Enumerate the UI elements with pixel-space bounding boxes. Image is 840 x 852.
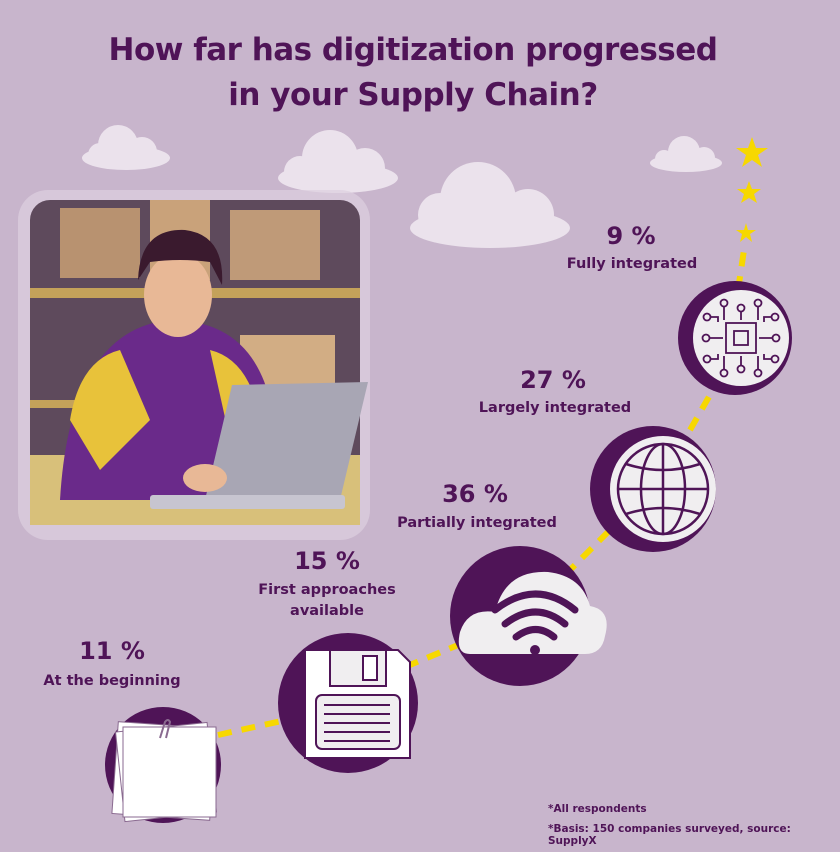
step-5-marker	[678, 281, 792, 395]
step-2-marker	[278, 633, 418, 773]
step-4-marker	[590, 426, 716, 552]
cloud-icon	[410, 162, 570, 248]
cloud-wifi-icon	[458, 571, 607, 655]
progress-path	[217, 249, 747, 738]
star-icon	[736, 223, 756, 242]
cloud-icon	[650, 136, 722, 172]
page-title: How far has digitization progressed in y…	[108, 32, 718, 113]
globe-icon	[616, 442, 710, 536]
cloud-icon	[278, 130, 398, 193]
step-3-marker	[450, 546, 607, 686]
worker-laptop-illustration	[18, 190, 370, 540]
star-icon	[736, 137, 768, 167]
circuit-chip-icon	[701, 298, 781, 378]
step-2-label: First approaches available	[258, 582, 396, 619]
step-4-value: 27 %	[520, 366, 586, 394]
cloud-decorations	[82, 125, 722, 248]
footnote-respondents: *All respondents	[548, 803, 647, 815]
step-1-marker	[105, 707, 221, 823]
step-3-value: 36 %	[442, 480, 508, 508]
paper-notes-icon	[111, 719, 218, 823]
step-5-label: Fully integrated	[566, 256, 698, 272]
step-3-label: Partially integrated	[397, 515, 557, 531]
floppy-disk-icon	[304, 649, 411, 759]
step-4-label: Largely integrated	[478, 400, 632, 416]
rating-stars	[736, 137, 768, 242]
star-icon	[737, 181, 761, 203]
step-5-value: 9 %	[606, 222, 656, 250]
step-2-value: 15 %	[294, 547, 360, 575]
cloud-icon	[82, 125, 170, 170]
step-1-label: At the beginning	[43, 673, 181, 689]
footnote-source: *Basis: 150 companies surveyed, source: …	[548, 823, 791, 847]
step-1-value: 11 %	[79, 637, 145, 665]
